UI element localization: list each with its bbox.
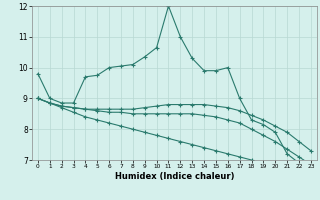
X-axis label: Humidex (Indice chaleur): Humidex (Indice chaleur) bbox=[115, 172, 234, 181]
